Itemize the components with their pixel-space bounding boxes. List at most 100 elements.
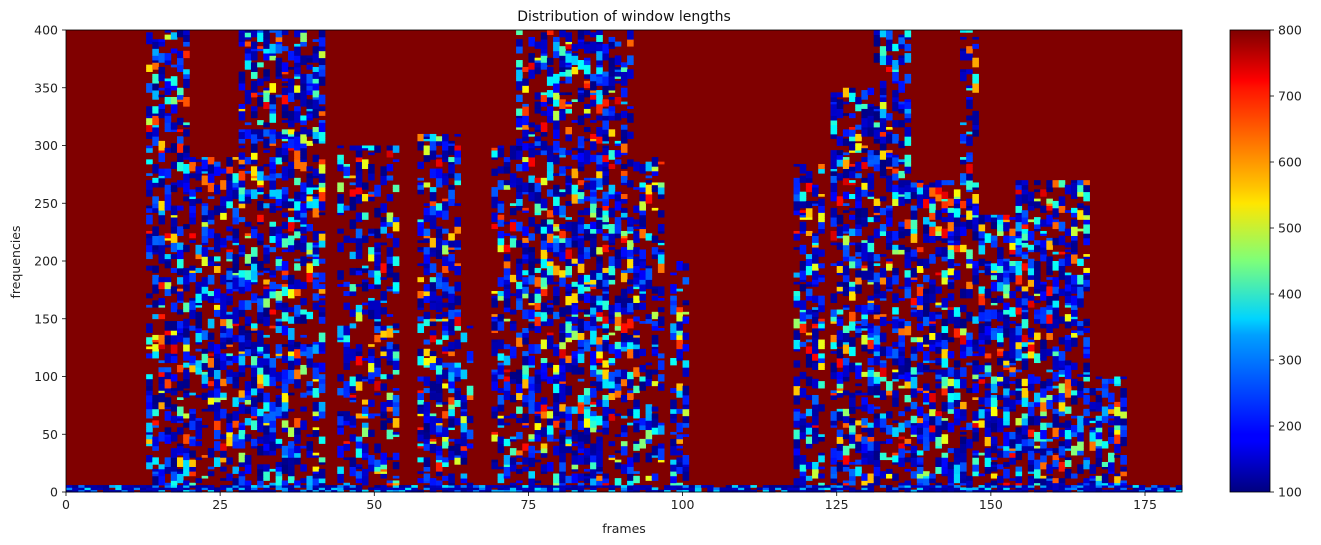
heatmap-cell [306,353,314,357]
heatmap-cell [497,346,505,350]
heatmap-cell [176,249,184,253]
heatmap-cell [238,431,246,435]
heatmap-cell [232,240,240,243]
heatmap-cell [294,455,301,458]
heatmap-cell [158,371,166,375]
heatmap-cell [355,351,363,354]
heatmap-cell [306,358,314,361]
heatmap-cell [226,314,233,317]
heatmap-cell [263,90,270,93]
heatmap-cell [429,147,437,151]
heatmap-cell [250,371,258,375]
heatmap-cell [164,168,172,172]
heatmap-cell [318,277,326,280]
heatmap-cell [392,242,400,246]
heatmap-cell [189,161,196,165]
heatmap-cell [250,270,258,273]
heatmap-cell [170,448,178,451]
heatmap-cell [183,41,190,45]
heatmap-cell [250,267,258,271]
heatmap-cell [435,251,443,255]
heatmap-cell [374,150,381,153]
heatmap-cell [213,240,221,243]
heatmap-cell [220,311,227,315]
heatmap-cell [102,489,110,493]
heatmap-cell [189,240,196,243]
heatmap-cell [257,358,264,361]
heatmap-cell [176,489,184,493]
heatmap-cell [491,224,499,227]
heatmap-cell [300,184,307,188]
heatmap-cell [287,468,295,472]
heatmap-cell [435,455,443,458]
heatmap-cell [257,267,264,271]
heatmap-cell [287,224,295,227]
heatmap-cell [238,87,246,91]
heatmap-cell [386,221,394,225]
heatmap-cell [189,473,196,477]
heatmap-cell [232,219,240,223]
heatmap-cell [158,251,166,255]
heatmap-cell [207,325,215,329]
heatmap-cell [460,431,468,435]
heatmap-cell [287,346,295,350]
heatmap-cell [509,311,517,315]
heatmap-cell [176,55,184,59]
heatmap-cell [442,411,449,414]
heatmap-cell [146,436,153,440]
heatmap-cell [448,445,455,449]
heatmap-cell [146,485,153,488]
heatmap-cell [435,367,443,370]
heatmap-cell [158,60,166,63]
heatmap-cell [287,293,295,297]
heatmap-cell [232,376,240,380]
heatmap-cell [220,327,227,331]
heatmap-cell [250,415,258,419]
heatmap-cell [423,408,431,412]
heatmap-cell [257,471,264,474]
heatmap-cell [275,200,283,204]
heatmap-cell [152,48,159,52]
heatmap-cell [491,214,499,218]
heatmap-cell [355,455,363,458]
heatmap-cell [318,120,326,123]
heatmap-cell [238,362,246,366]
heatmap-cell [374,374,381,377]
heatmap-cell [429,390,437,394]
heatmap-cell [337,194,344,197]
heatmap-cell [164,288,172,292]
heatmap-cell [497,182,505,186]
heatmap-cell [380,170,388,174]
heatmap-cell [318,138,326,142]
heatmap-cell [257,203,264,206]
heatmap-cell [392,422,400,426]
heatmap-cell [294,459,301,463]
heatmap-cell [386,194,394,197]
heatmap-cell [380,457,388,461]
heatmap-cell [361,422,369,426]
heatmap-cell [152,267,159,271]
heatmap-cell [146,406,153,410]
heatmap-cell [300,369,307,373]
heatmap-cell [380,219,388,223]
heatmap-cell [176,297,184,301]
heatmap-cell [448,170,455,174]
heatmap-cell [158,390,166,394]
heatmap-cell [386,147,394,151]
heatmap-cell [152,457,159,461]
heatmap-cell [281,94,289,98]
heatmap-cell [368,247,375,250]
heatmap-cell [368,304,375,308]
heatmap-cell [220,314,227,317]
heatmap-cell [281,304,289,308]
heatmap-cell [183,457,190,461]
heatmap-cell [368,374,375,377]
heatmap-cell [454,388,462,391]
heatmap-cell [250,443,258,447]
heatmap-cell [380,468,388,472]
heatmap-cell [189,163,196,167]
heatmap-cell [312,480,320,484]
heatmap-cell [300,489,307,493]
heatmap-cell [306,489,314,493]
heatmap-cell [497,242,505,246]
